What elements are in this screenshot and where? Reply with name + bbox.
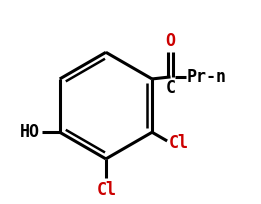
Text: Cl: Cl [169,133,189,151]
Text: Pr-n: Pr-n [187,68,227,85]
Text: O: O [165,31,175,49]
Text: Cl: Cl [97,181,117,198]
Text: C: C [165,79,175,96]
Text: HO: HO [20,123,40,141]
